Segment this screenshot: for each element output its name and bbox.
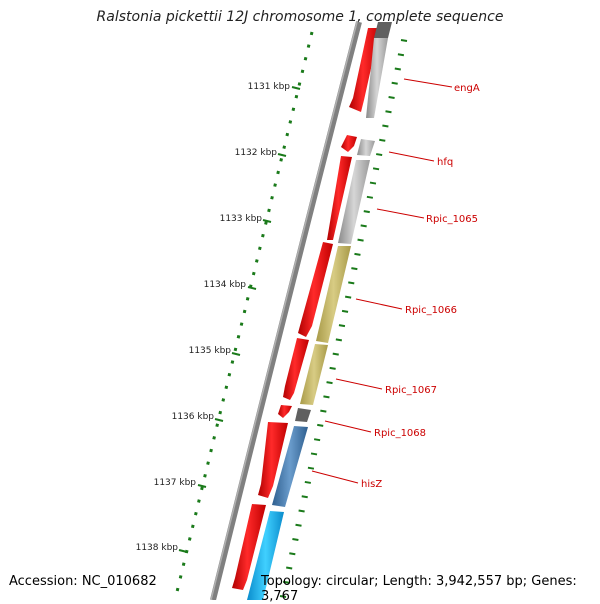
inner-tick <box>391 81 398 85</box>
inner-tick <box>279 595 287 598</box>
inner-tick <box>338 324 346 328</box>
inner-tick <box>382 124 389 128</box>
cds-Rpic-1068 <box>278 405 292 418</box>
major-tick <box>247 286 257 290</box>
inner-tick <box>366 195 374 199</box>
inner-tick <box>335 338 343 342</box>
major-tick <box>214 418 224 422</box>
inner-tick <box>385 110 392 114</box>
cds-Rpic-1067 <box>283 338 309 400</box>
feature-Rpic-1068-dark <box>295 408 311 422</box>
scale-label: 1134 kbp <box>204 280 247 290</box>
inner-tick <box>307 466 315 470</box>
major-tick <box>277 153 287 157</box>
gene-label-Rpic-1068: Rpic_1068 <box>374 428 426 439</box>
gene-labels: engA hfq Rpic_1065 Rpic_1066 Rpic_1067 R… <box>361 83 480 490</box>
feature-hfq-gray <box>357 139 375 156</box>
minor-tick-ring <box>174 31 314 597</box>
backbone <box>210 21 362 600</box>
inner-tick <box>323 395 330 399</box>
inner-tick <box>388 96 395 100</box>
gene-label-hisZ: hisZ <box>361 479 382 490</box>
inner-tick <box>379 138 386 142</box>
inner-tick <box>320 409 327 413</box>
feature-track <box>247 22 392 600</box>
inner-tick <box>295 523 302 527</box>
gene-label-Rpic-1066: Rpic_1066 <box>405 305 457 316</box>
inner-tick <box>372 167 380 171</box>
inner-tick <box>310 452 318 456</box>
cds-next <box>232 504 266 590</box>
cds-hisZ <box>258 422 288 498</box>
scale-label: 1138 kbp <box>136 543 179 553</box>
inner-tick <box>298 509 305 513</box>
inner-tick <box>304 480 311 484</box>
inner-tick <box>292 537 299 541</box>
gene-leader-lines <box>311 78 453 484</box>
feature-engA-gray <box>366 38 388 118</box>
cds-Rpic-1066 <box>298 242 333 337</box>
inner-tick-marks <box>279 39 408 598</box>
feature-Rpic-1065-gray <box>338 160 370 244</box>
scale-label: 1136 kbp <box>172 412 215 422</box>
inner-tick <box>332 352 339 356</box>
inner-tick <box>348 281 355 285</box>
scale-label: 1135 kbp <box>189 346 232 356</box>
inner-tick <box>360 224 367 228</box>
map-title: Ralstonia pickettii 12J chromosome 1, co… <box>96 9 504 25</box>
inner-tick <box>317 423 324 427</box>
inner-tick <box>344 295 352 299</box>
scale-label: 1132 kbp <box>235 148 278 158</box>
gene-label-engA: engA <box>454 83 480 94</box>
inner-tick <box>313 438 321 442</box>
cds-track <box>232 28 380 590</box>
gene-label-Rpic-1065: Rpic_1065 <box>426 214 478 225</box>
feature-hisZ-blue <box>272 426 308 507</box>
feature-next-cyan <box>247 511 284 600</box>
scale-label: 1137 kbp <box>154 478 197 488</box>
inner-tick <box>301 495 308 499</box>
major-tick <box>197 484 207 488</box>
inner-tick <box>351 267 358 271</box>
major-tick <box>291 86 301 90</box>
major-scale-ticks <box>178 86 301 553</box>
major-tick <box>231 352 241 356</box>
inner-tick <box>394 67 401 71</box>
inner-tick <box>286 566 293 570</box>
inner-tick <box>341 309 349 313</box>
major-tick <box>178 549 188 553</box>
inner-tick <box>369 181 377 185</box>
cds-hfq <box>341 135 357 152</box>
inner-tick <box>329 366 336 370</box>
gene-label-Rpic-1067: Rpic_1067 <box>385 385 437 396</box>
inner-tick <box>354 252 361 256</box>
scale-labels: 1131 kbp 1132 kbp 1133 kbp 1134 kbp 1135… <box>136 82 291 553</box>
cds-Rpic-1065 <box>327 156 352 240</box>
feature-top-dark <box>374 22 392 38</box>
cds-engA <box>349 28 380 112</box>
feature-Rpic-1067-khaki <box>300 344 328 405</box>
inner-tick <box>326 381 333 385</box>
gene-label-hfq: hfq <box>437 157 453 168</box>
inner-tick <box>289 552 296 556</box>
inner-tick <box>282 580 290 584</box>
inner-tick <box>357 238 364 242</box>
inner-tick <box>400 39 408 42</box>
inner-tick <box>363 210 370 214</box>
feature-Rpic-1066-khaki <box>316 246 351 343</box>
inner-tick <box>376 153 383 157</box>
major-tick <box>262 219 272 223</box>
inner-tick <box>397 53 405 57</box>
scale-label: 1131 kbp <box>248 82 291 92</box>
scale-label: 1133 kbp <box>220 214 263 224</box>
accession-text: Accession: NC_010682 <box>9 574 157 589</box>
